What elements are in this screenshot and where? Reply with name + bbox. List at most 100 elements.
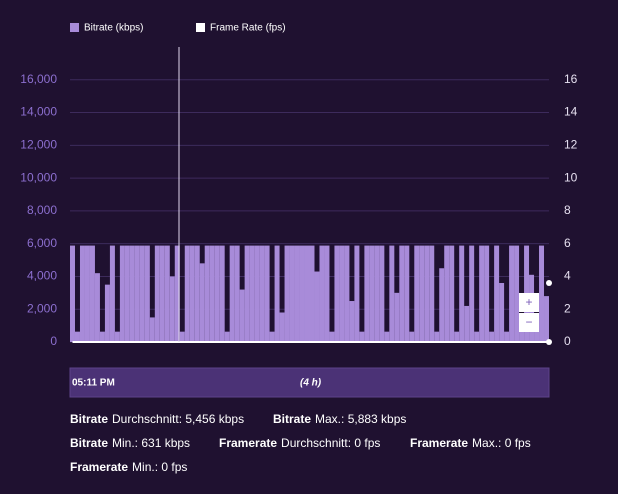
bitrate-bar	[154, 245, 160, 342]
y2-tick-label: 4	[564, 269, 571, 283]
bitrate-bar	[354, 245, 360, 342]
bitrate-bar	[119, 245, 125, 342]
bitrate-bar	[139, 245, 145, 342]
stat-value: Max.: 0 fps	[472, 436, 531, 450]
bitrate-bar	[244, 245, 250, 342]
bitrate-bar	[369, 245, 375, 342]
bitrate-bar	[314, 271, 320, 342]
bitrate-bar	[194, 245, 200, 342]
y-tick-label: 8,000	[27, 203, 57, 217]
stat-value: Max.: 5,883 kbps	[315, 412, 406, 426]
end-marker	[546, 339, 552, 345]
bitrate-bar	[104, 284, 110, 342]
bitrate-bar	[274, 245, 280, 342]
bitrate-bar	[384, 331, 390, 342]
bitrate-bar	[474, 331, 480, 342]
bitrate-bar	[214, 245, 220, 342]
stat-label: Framerate	[219, 436, 277, 450]
y-tick-label: 14,000	[20, 105, 57, 119]
legend-label: Frame Rate (fps)	[210, 23, 286, 34]
bitrate-bar	[339, 245, 345, 342]
bitrate-bar	[454, 331, 460, 342]
y-tick-label: 4,000	[27, 269, 57, 283]
bitrate-bar	[484, 245, 490, 342]
y-tick-label: 2,000	[27, 301, 57, 315]
bitrate-bar	[94, 273, 100, 342]
handle	[546, 280, 552, 286]
bitrate-bar	[224, 331, 230, 342]
y-tick-label: 6,000	[27, 236, 57, 250]
bitrate-bar	[134, 245, 140, 342]
stat-value: Durchschnitt: 5,456 kbps	[112, 412, 244, 426]
bitrate-bar	[149, 317, 155, 342]
bitrate-bar	[324, 245, 330, 342]
bitrate-bar	[544, 296, 549, 342]
bitrate-bar	[364, 245, 370, 342]
bitrate-bar	[174, 245, 180, 342]
y2-tick-label: 14	[564, 105, 578, 119]
bitrate-bar	[414, 245, 420, 342]
y-tick-label: 12,000	[20, 138, 57, 152]
bitrate-bar	[304, 245, 310, 342]
bitrate-bar	[534, 331, 540, 342]
bitrate-bar	[169, 276, 175, 342]
bitrate-bar	[359, 331, 365, 342]
stat-value: Min.: 0 fps	[132, 460, 187, 474]
y-tick-label: 16,000	[20, 72, 57, 86]
y2-tick-label: 12	[564, 138, 578, 152]
bitrate-bar	[144, 245, 150, 342]
bitrate-bar	[439, 268, 445, 342]
bitrate-bar	[444, 245, 450, 342]
bitrate-bar	[264, 245, 270, 342]
bitrate-bar	[429, 245, 435, 342]
bitrate-bar	[239, 289, 245, 342]
bitrate-bar	[129, 245, 135, 342]
bitrate-bar	[124, 245, 130, 342]
timeline-span: (4 h)	[300, 378, 322, 389]
bitrate-bar	[399, 245, 405, 342]
bitrate-bar	[254, 245, 260, 342]
bitrate-bar	[209, 245, 215, 342]
bitrate-bar	[294, 245, 300, 342]
bitrate-bar	[334, 245, 340, 342]
bitrate-bar	[164, 245, 170, 342]
bitrate-bar	[479, 245, 485, 342]
zoom-button[interactable]: +	[519, 293, 539, 312]
legend-label: Bitrate (kbps)	[84, 23, 143, 34]
bitrate-bar	[79, 245, 85, 342]
bitrate-bar	[70, 245, 75, 342]
zoom-button-bg	[519, 293, 539, 312]
stat: Bitrate Min.: 631 kbps	[70, 436, 190, 450]
zoom-button-label: +	[525, 295, 532, 309]
bitrate-bar	[389, 245, 395, 342]
y2-tick-label: 0	[564, 334, 571, 348]
bitrate-bar	[424, 245, 430, 342]
bitrate-bar	[279, 312, 285, 342]
stat-label: Bitrate	[70, 436, 108, 450]
bitrate-bar	[199, 263, 205, 342]
bitrate-bar	[379, 245, 385, 342]
bitrate-bar	[184, 245, 190, 342]
timeline-start: 05:11 PM	[72, 378, 115, 389]
bitrate-bar	[249, 245, 255, 342]
bitrate-bar	[329, 331, 335, 342]
zoom-button[interactable]: −	[519, 313, 539, 332]
bitrate-bar	[219, 245, 225, 342]
bitrate-bar	[284, 245, 290, 342]
bitrate-bar	[159, 245, 165, 342]
zoom-button-label: −	[525, 315, 532, 329]
bitrate-bar	[409, 331, 415, 342]
stat: Framerate Min.: 0 fps	[70, 460, 187, 474]
bitrate-bar	[404, 245, 410, 342]
y2-tick-label: 6	[564, 236, 571, 250]
bitrate-bar	[459, 245, 465, 342]
stat: Bitrate Durchschnitt: 5,456 kbps	[70, 412, 244, 426]
bitrate-bar	[259, 245, 265, 342]
stat: Framerate Max.: 0 fps	[410, 436, 531, 450]
bitrate-bar	[349, 301, 355, 342]
bitrate-bar	[419, 245, 425, 342]
bitrate-bar	[309, 245, 315, 342]
timeline-bar[interactable]	[69, 367, 550, 398]
stat-value: Min.: 631 kbps	[112, 436, 190, 450]
